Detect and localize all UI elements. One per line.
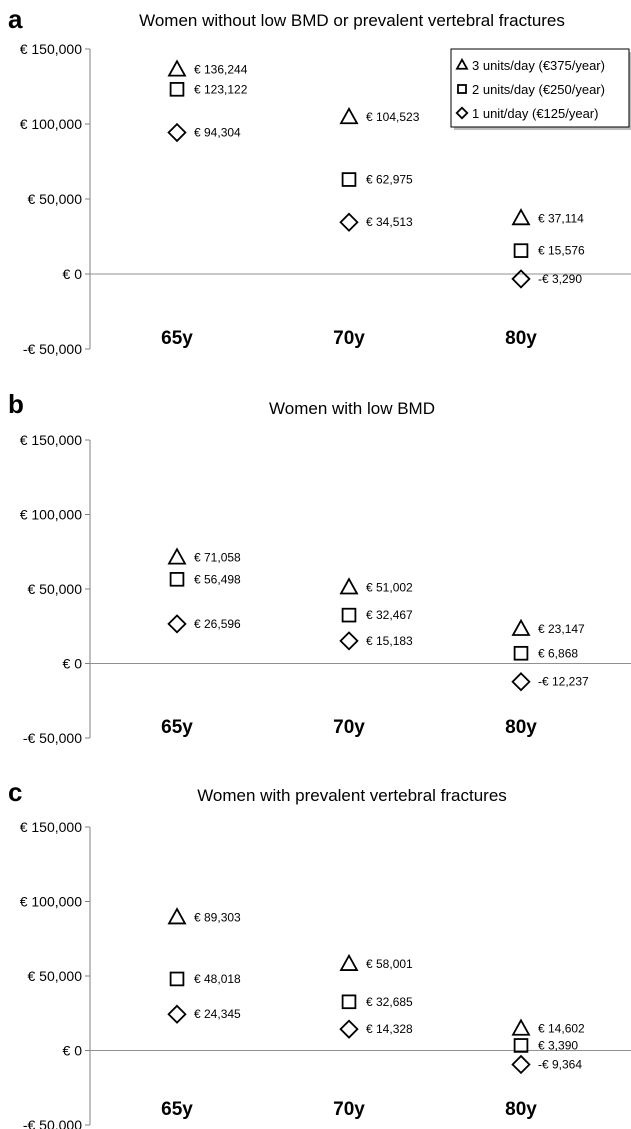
data-point-triangle — [167, 547, 187, 565]
data-point-diamond — [511, 269, 531, 289]
data-point-diamond — [167, 122, 187, 143]
data-point-diamond — [167, 1004, 187, 1024]
data-point-triangle — [511, 1018, 531, 1036]
data-point-triangle — [511, 618, 531, 636]
panel-title: Women with prevalent vertebral fractures — [197, 786, 507, 805]
y-tick-label: € 100,000 — [20, 116, 82, 132]
data-point-square — [341, 172, 357, 187]
data-point-square — [341, 994, 357, 1010]
data-point-square — [169, 82, 185, 97]
panel-title: Women without low BMD or prevalent verte… — [139, 11, 565, 30]
data-label: € 71,058 — [194, 551, 241, 565]
data-label: € 104,523 — [366, 110, 420, 124]
data-label: € 3,390 — [538, 1038, 578, 1052]
legend-marker-triangle — [455, 57, 469, 70]
data-label: -€ 3,290 — [538, 272, 582, 286]
y-tick-label: -€ 50,000 — [23, 1117, 82, 1129]
data-label: € 32,685 — [366, 995, 413, 1009]
data-point-diamond — [339, 631, 359, 651]
data-label: € 32,467 — [366, 608, 413, 622]
y-tick-label: € 50,000 — [28, 191, 83, 207]
panel-letter: b — [8, 389, 24, 419]
panel-title: Women with low BMD — [269, 399, 435, 418]
panel-b: b Women with low BMD € 150,000 € 100,000 € 5… — [8, 389, 631, 746]
x-category-label: 65y — [161, 717, 193, 738]
data-point-triangle — [339, 953, 359, 971]
data-label: € 15,576 — [538, 244, 585, 258]
y-tick-label: € 50,000 — [28, 968, 83, 984]
x-category-label: 80y — [505, 1099, 537, 1120]
y-tick-label: € 150,000 — [20, 432, 82, 448]
data-point-diamond — [511, 1054, 531, 1075]
panel-letter: c — [8, 777, 22, 807]
data-point-triangle — [167, 59, 187, 77]
legend-entry: 2 units/day (€250/year) — [472, 82, 605, 97]
legend-marker-diamond — [455, 106, 469, 120]
data-point-triangle — [339, 106, 359, 125]
data-point-square — [169, 971, 185, 987]
data-label: € 136,244 — [194, 63, 248, 77]
x-category-label: 70y — [333, 328, 365, 349]
legend: 3 units/day (€375/year) 2 units/day (€250… — [450, 48, 631, 130]
data-label: € 6,868 — [538, 646, 578, 660]
data-point-square — [513, 645, 529, 661]
data-label: € 26,596 — [194, 617, 241, 631]
x-category-label: 80y — [505, 717, 537, 738]
data-label: € 24,345 — [194, 1007, 241, 1021]
y-tick-label: € 0 — [63, 1043, 83, 1059]
data-label: € 89,303 — [194, 910, 241, 924]
data-label: € 48,018 — [194, 972, 241, 986]
y-tick-label: € 150,000 — [20, 41, 82, 57]
data-label: -€ 9,364 — [538, 1057, 582, 1071]
data-label: € 23,147 — [538, 622, 585, 636]
legend-marker-square — [457, 84, 467, 94]
panel-letter: a — [8, 4, 23, 34]
data-label: € 37,114 — [538, 211, 584, 225]
data-point-square — [513, 243, 529, 258]
data-label: € 14,328 — [366, 1022, 413, 1036]
data-point-diamond — [339, 1019, 359, 1039]
x-category-label: 70y — [333, 1099, 365, 1120]
data-label: € 15,183 — [366, 634, 413, 648]
data-label: € 51,002 — [366, 581, 413, 595]
y-tick-label: € 50,000 — [28, 581, 83, 597]
y-tick-label: -€ 50,000 — [23, 730, 82, 746]
data-point-triangle — [511, 208, 531, 226]
data-point-square — [341, 607, 357, 623]
data-point-diamond — [511, 672, 531, 692]
y-tick-label: -€ 50,000 — [23, 341, 82, 357]
legend-box — [450, 48, 630, 128]
data-label: € 56,498 — [194, 572, 241, 586]
data-point-triangle — [339, 577, 359, 595]
y-tick-label: € 100,000 — [20, 507, 82, 523]
data-label: € 62,975 — [366, 173, 413, 187]
y-tick-label: € 100,000 — [20, 894, 82, 910]
data-point-diamond — [167, 614, 187, 634]
y-tick-label: € 0 — [63, 656, 83, 672]
x-category-label: 65y — [161, 328, 193, 349]
legend-entry: 3 units/day (€375/year) — [472, 58, 605, 73]
data-point-square — [513, 1038, 529, 1053]
y-tick-label: € 150,000 — [20, 819, 82, 835]
x-category-label: 80y — [505, 328, 537, 349]
data-point-triangle — [167, 907, 187, 925]
x-category-label: 65y — [161, 1099, 193, 1120]
data-label: -€ 12,237 — [538, 675, 589, 689]
data-label: € 58,001 — [366, 957, 413, 971]
data-point-diamond — [339, 212, 359, 232]
legend-entry: 1 unit/day (€125/year) — [472, 106, 598, 121]
data-label: € 94,304 — [194, 126, 241, 140]
y-tick-label: € 0 — [63, 266, 83, 282]
data-point-square — [169, 572, 185, 587]
data-label: € 123,122 — [194, 82, 248, 96]
panel-c: c Women with prevalent vertebral fracture… — [8, 777, 631, 1129]
panel-a: a Women without low BMD or prevalent vert… — [8, 4, 631, 357]
data-label: € 14,602 — [538, 1022, 585, 1036]
x-category-label: 70y — [333, 717, 365, 738]
data-label: € 34,513 — [366, 215, 413, 229]
